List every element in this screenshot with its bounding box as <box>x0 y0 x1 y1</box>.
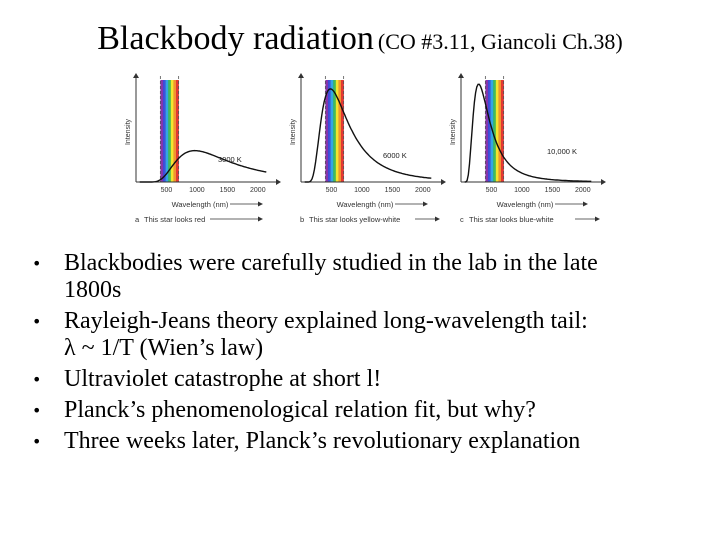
temperature-label: 10,000 K <box>547 147 577 156</box>
bullet-1-line1: Blackbodies were carefully studied in th… <box>64 250 598 276</box>
x-label-arrowhead <box>583 201 588 207</box>
spectrum-band <box>341 80 344 182</box>
spectrum-band <box>162 80 166 182</box>
bullet-item-5: • Three weeks later, Planck’s revolutiona… <box>26 428 706 455</box>
spectrum-band <box>330 80 334 182</box>
spectrum-band <box>160 80 164 182</box>
y-axis-label: Intensity <box>290 118 297 145</box>
spectrum-band <box>173 80 177 182</box>
caption-arrowhead <box>595 216 600 222</box>
spectrum-band <box>498 80 502 182</box>
tick-label: 2000 <box>415 187 431 194</box>
bullet-item-2: • Rayleigh-Jeans theory explained long-wa… <box>26 308 706 362</box>
spectrum-band <box>487 80 491 182</box>
bullet-item-3: • Ultraviolet catastrophe at short l! <box>26 366 706 393</box>
tick-label: 1500 <box>545 187 561 194</box>
panel-caption: This star looks blue-white <box>469 215 554 224</box>
bullet-dot: • <box>32 254 42 273</box>
x-axis-arrow <box>441 179 446 185</box>
radiation-curve <box>304 88 432 183</box>
caption-arrowhead <box>258 216 263 222</box>
temperature-label: 3000 K <box>218 155 242 164</box>
temperature-label: 6000 K <box>383 151 407 160</box>
tick-label: 1000 <box>189 187 205 194</box>
spectrum-band <box>493 80 497 182</box>
bullet-2-line1: Rayleigh-Jeans theory explained long-wav… <box>64 308 588 334</box>
radiation-curve <box>139 149 267 183</box>
blackbody-figure: 3000 K 500 1000 1500 2000 Intensity Wavelength… <box>125 73 606 224</box>
spectrum-band <box>176 80 179 182</box>
bullet-dot: • <box>32 401 42 420</box>
x-label-arrowhead <box>423 201 428 207</box>
tick-label: 500 <box>326 187 338 194</box>
x-axis-label: Wavelength (nm) <box>497 200 554 209</box>
y-axis-arrow <box>133 73 139 78</box>
spectrum-band <box>168 80 172 182</box>
spectrum-band <box>495 80 499 182</box>
title-subtitle: (CO #3.11, Giancoli Ch.38) <box>377 29 623 54</box>
radiation-curve <box>464 83 592 183</box>
panel-caption-letter: b <box>300 215 304 224</box>
x-axis-label: Wavelength (nm) <box>172 200 229 209</box>
bullet-4-line1: Planck’s phenomenological relation fit, … <box>64 397 536 423</box>
spectrum-band <box>338 80 342 182</box>
spectrum-panel-1: 3000 K 500 1000 1500 2000 Intensity Wavelength… <box>125 73 281 224</box>
tick-label: 500 <box>161 187 173 194</box>
y-axis-arrow <box>298 73 304 78</box>
title-main: Blackbody radiation <box>97 20 374 57</box>
slide-title: Blackbody radiation (CO #3.11, Giancoli … <box>0 20 720 58</box>
bullet-1-line2: 1800s <box>64 277 122 303</box>
bullet-item-4: • Planck’s phenomenological relation fit,… <box>26 397 706 424</box>
bullet-dot: • <box>32 312 42 331</box>
spectrum-band <box>165 80 169 182</box>
x-axis-arrow <box>276 179 281 185</box>
bullet-dot: • <box>32 432 42 451</box>
panel-caption: This star looks yellow-white <box>309 215 400 224</box>
bullet-2-line2: λ ~ 1/T (Wien’s law) <box>64 335 264 361</box>
x-axis-arrow <box>601 179 606 185</box>
x-axis-label: Wavelength (nm) <box>337 200 394 209</box>
caption-arrowhead <box>435 216 440 222</box>
tick-label: 1000 <box>514 187 530 194</box>
spectrum-panel-3: 10,000 K 500 1000 1500 2000 Intensity Waveleng… <box>450 73 606 224</box>
spectrum-band <box>325 80 329 182</box>
bullet-list: • Blackbodies were carefully studied in t… <box>26 250 706 459</box>
spectrum-panel-2: 6000 K 500 1000 1500 2000 Intensity Wavelength… <box>290 73 446 224</box>
bullet-dot: • <box>32 370 42 389</box>
tick-label: 500 <box>486 187 498 194</box>
x-label-arrowhead <box>258 201 263 207</box>
panel-caption-letter: a <box>135 215 140 224</box>
y-axis-arrow <box>458 73 464 78</box>
panel-caption-letter: c <box>460 215 464 224</box>
y-axis-label: Intensity <box>450 118 457 145</box>
tick-label: 1000 <box>354 187 370 194</box>
tick-label: 2000 <box>575 187 591 194</box>
spectrum-band <box>333 80 337 182</box>
bullet-5-line1: Three weeks later, Planck’s revolutionar… <box>64 428 581 454</box>
spectrum-band <box>335 80 339 182</box>
bullet-item-1: • Blackbodies were carefully studied in t… <box>26 250 706 304</box>
bullet-3-line1: Ultraviolet catastrophe at short l! <box>64 366 382 392</box>
spectrum-band <box>327 80 331 182</box>
spectrum-band <box>170 80 174 182</box>
tick-label: 2000 <box>250 187 266 194</box>
spectrum-band <box>485 80 489 182</box>
tick-label: 1500 <box>220 187 236 194</box>
panel-caption: This star looks red <box>144 215 205 224</box>
spectrum-band <box>501 80 504 182</box>
y-axis-label: Intensity <box>125 118 132 145</box>
tick-label: 1500 <box>385 187 401 194</box>
